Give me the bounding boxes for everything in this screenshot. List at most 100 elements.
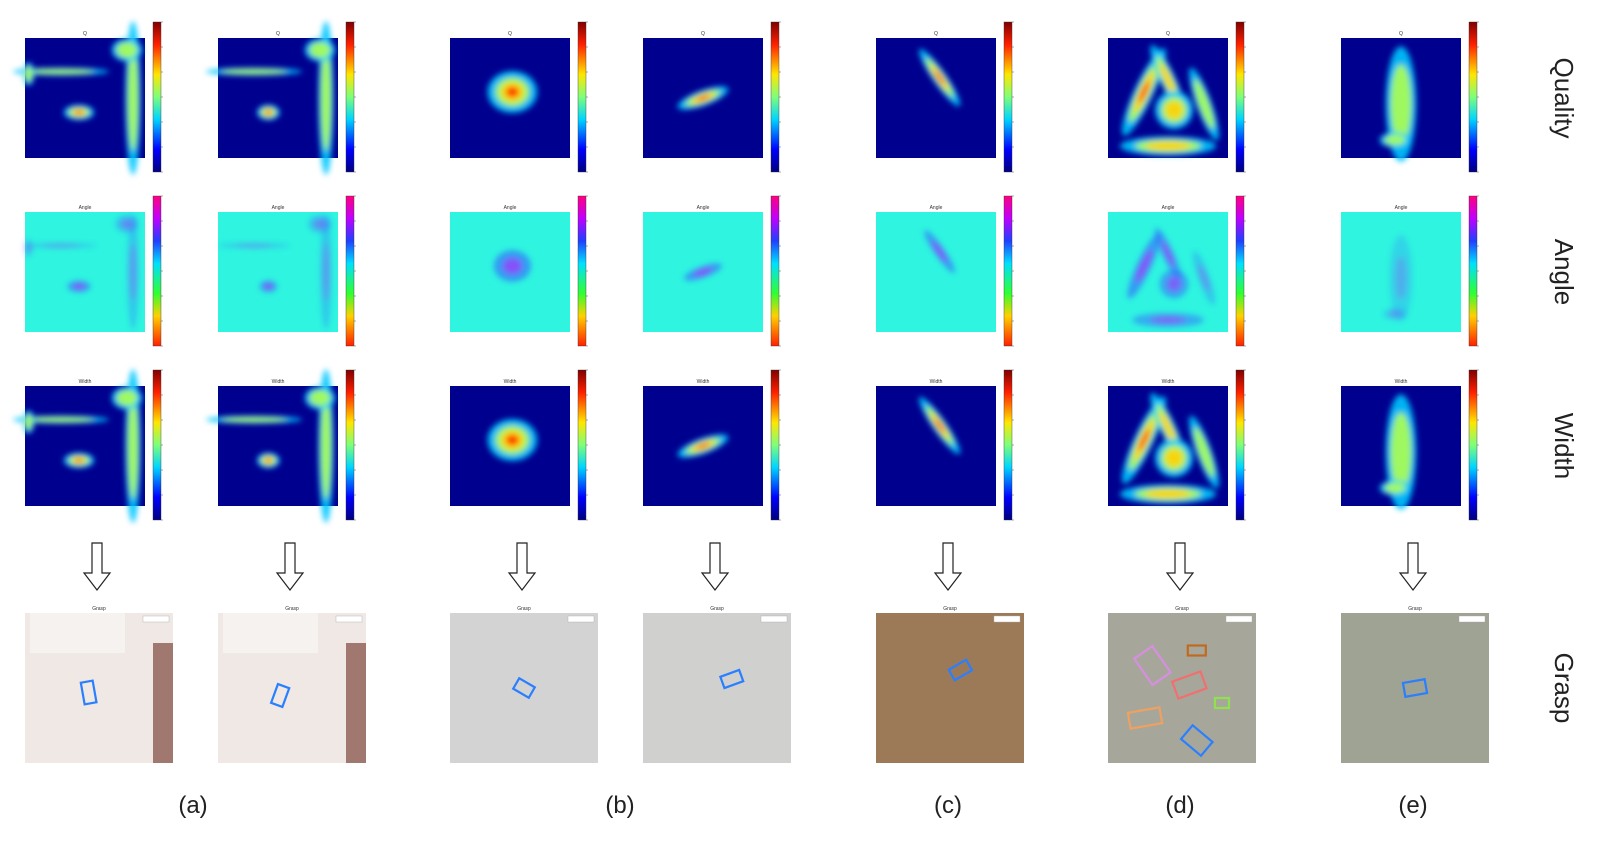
heatmap-blob xyxy=(1138,81,1150,103)
heatmap-blob xyxy=(121,219,133,229)
row-label: Grasp xyxy=(1549,653,1579,724)
heatmap-blob xyxy=(264,283,273,290)
grasp-rectangle xyxy=(269,682,291,709)
heatmap-blob xyxy=(1384,134,1406,146)
heatmap-background xyxy=(876,386,996,506)
panel-title: Grasp xyxy=(92,606,106,612)
colorbar xyxy=(1468,369,1478,521)
grasp-rectangle xyxy=(1132,644,1173,687)
heatmap-blob xyxy=(506,86,519,98)
arrow xyxy=(1165,542,1195,591)
heatmap-blob xyxy=(320,393,332,499)
colorbar xyxy=(152,369,162,521)
colorbar xyxy=(1235,21,1245,173)
heatmap-background xyxy=(876,212,996,332)
grasp-wall xyxy=(223,613,318,653)
heatmap-blob xyxy=(693,267,713,277)
panel-title: Angle xyxy=(697,205,710,211)
panel-title: Grasp xyxy=(285,606,299,612)
heatmap-blob xyxy=(43,244,79,248)
panel-title: Q xyxy=(276,31,280,37)
column-label: (d) xyxy=(1165,792,1194,819)
heatmap-blob xyxy=(1198,264,1210,292)
heatmap-blobs xyxy=(24,214,139,330)
column-label: (a) xyxy=(178,792,207,819)
grasp-wall xyxy=(30,613,125,653)
colorbar xyxy=(1003,21,1013,173)
legend-box xyxy=(335,615,363,623)
heatmap-blob xyxy=(1390,412,1412,492)
heatmap-blob xyxy=(696,443,710,449)
legend-box xyxy=(760,615,788,623)
heatmap-blob xyxy=(1390,64,1412,144)
panel-title: Grasp xyxy=(943,606,957,612)
colorbar xyxy=(1235,369,1245,521)
heatmap-blobs xyxy=(1120,393,1219,504)
heatmap-blob xyxy=(1384,482,1406,494)
heatmap-blob xyxy=(314,219,326,229)
heatmap-blob xyxy=(1159,411,1177,445)
panel-title: Angle xyxy=(79,205,92,211)
panel-title: Width xyxy=(930,379,943,385)
colorbar xyxy=(577,369,587,521)
heatmap-blobs xyxy=(1383,234,1413,322)
panel-title: Width xyxy=(79,379,92,385)
grasp-rectangle xyxy=(1186,644,1207,657)
panel-title: Grasp xyxy=(710,606,724,612)
colorbar xyxy=(345,195,355,347)
column-label: (e) xyxy=(1398,792,1427,819)
heatmap-blob xyxy=(1193,79,1215,129)
heatmap-blob xyxy=(24,66,33,82)
panel-title: Q xyxy=(934,31,938,37)
panel-title: Width xyxy=(1395,379,1408,385)
panel-title: Angle xyxy=(1162,205,1175,211)
colorbar xyxy=(1235,195,1245,347)
grasp-rectangle xyxy=(1179,723,1215,758)
colorbar xyxy=(1003,369,1013,521)
panel-title: Grasp xyxy=(1175,606,1189,612)
colorbar xyxy=(770,369,780,521)
heatmap-blobs xyxy=(919,397,961,455)
heatmap-blobs xyxy=(487,70,538,114)
grasp-rectangle xyxy=(1213,696,1231,710)
column: Q Angle Width Grasp xyxy=(1108,21,1256,763)
heatmap-blob xyxy=(309,390,331,406)
arrow xyxy=(933,542,963,591)
heatmap-blob xyxy=(1165,101,1183,119)
panel-title: Angle xyxy=(1395,205,1408,211)
column: Q Angle Width Grasp xyxy=(206,21,366,763)
heatmap-blobs xyxy=(924,230,956,274)
heatmap-blob xyxy=(28,416,94,423)
grasp-image xyxy=(450,613,598,763)
panel-title: Grasp xyxy=(1408,606,1422,612)
panel-title: Angle xyxy=(930,205,943,211)
colorbar xyxy=(770,195,780,347)
grasp-edge xyxy=(153,643,173,763)
panel-title: Angle xyxy=(504,205,517,211)
panel-title: Width xyxy=(272,379,285,385)
panel-title: Grasp xyxy=(517,606,531,612)
panel-title: Width xyxy=(504,379,517,385)
heatmap-blob xyxy=(320,45,332,151)
heatmap-blob xyxy=(24,414,33,430)
colorbar xyxy=(345,21,355,173)
panel-title: Q xyxy=(508,31,512,37)
grasp-rectangle xyxy=(947,658,974,682)
panel-title: Q xyxy=(83,31,87,37)
column-label: (b) xyxy=(605,792,634,819)
heatmap-blob xyxy=(1389,311,1401,317)
heatmap-blob xyxy=(934,70,945,85)
heatmap-blob xyxy=(265,458,272,463)
heatmap-blobs xyxy=(1127,227,1216,328)
panel-title: Q xyxy=(701,31,705,37)
grasp-edge xyxy=(346,643,366,763)
row-label: Angle xyxy=(1549,239,1579,306)
column: Q Angle Width Grasp xyxy=(13,21,173,763)
heatmap-blobs xyxy=(1379,394,1417,510)
column: Q Angle Width Grasp xyxy=(450,21,598,763)
heatmap-blobs xyxy=(1120,45,1219,156)
grasp-rectangle xyxy=(718,668,745,690)
panel-title: Q xyxy=(1399,31,1403,37)
arrow xyxy=(1398,542,1428,591)
